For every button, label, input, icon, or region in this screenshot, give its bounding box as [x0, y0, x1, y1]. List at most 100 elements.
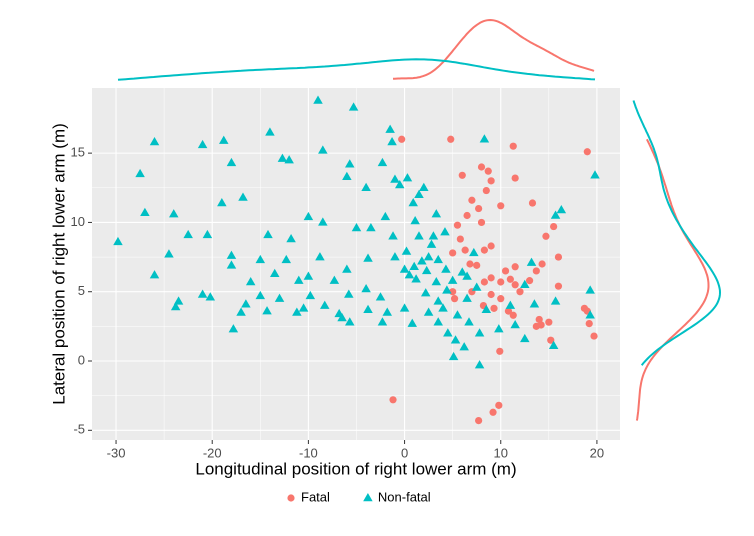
point [382, 307, 393, 316]
point [380, 211, 391, 221]
point [274, 293, 285, 302]
point [438, 303, 448, 312]
point [241, 299, 251, 308]
point [550, 222, 558, 231]
point [164, 249, 174, 258]
point [398, 135, 406, 143]
legend-item: Fatal [287, 489, 330, 504]
y-tick-label: 10 [71, 214, 85, 229]
point [411, 274, 421, 283]
point [480, 246, 488, 254]
point [466, 260, 474, 268]
point [421, 265, 432, 275]
point [550, 210, 561, 219]
point [351, 222, 362, 232]
point [494, 324, 504, 333]
point [305, 290, 316, 300]
point [511, 263, 519, 271]
point [401, 246, 412, 255]
point [468, 196, 476, 204]
point [469, 247, 479, 257]
point [447, 135, 455, 143]
point [318, 145, 328, 154]
point [474, 360, 485, 369]
point [529, 299, 540, 308]
point [458, 171, 466, 179]
point [456, 235, 464, 243]
point [168, 209, 179, 218]
point [409, 261, 419, 271]
point [385, 124, 395, 133]
point [408, 198, 418, 207]
point [388, 231, 398, 240]
point [556, 204, 567, 214]
point [238, 192, 248, 201]
point [475, 204, 483, 213]
point [547, 336, 555, 344]
point [399, 303, 410, 312]
point [461, 246, 469, 254]
point [477, 163, 486, 171]
point [395, 180, 405, 189]
point [497, 202, 505, 210]
point [509, 311, 517, 319]
point [149, 137, 160, 146]
point [342, 171, 352, 180]
point [337, 313, 347, 322]
point [462, 271, 472, 280]
point [471, 282, 482, 291]
point [315, 252, 325, 261]
x-tick-label: -20 [203, 445, 222, 460]
point [292, 307, 302, 316]
y-tick-label: 0 [78, 352, 85, 367]
point [453, 221, 462, 229]
point [281, 254, 292, 264]
density-curve [635, 138, 710, 421]
point [197, 139, 208, 149]
density-curve [393, 18, 595, 80]
point [487, 177, 495, 185]
point [473, 261, 481, 269]
point [277, 153, 288, 162]
point [344, 289, 354, 298]
point [202, 229, 213, 239]
point [363, 253, 373, 262]
point [484, 167, 492, 175]
point [535, 315, 543, 324]
point [236, 307, 246, 316]
point [509, 142, 517, 150]
point [526, 257, 537, 266]
point [511, 174, 519, 182]
y-axis-title: Lateral position of right lower arm (m) [49, 123, 68, 405]
point [269, 268, 280, 277]
point [344, 317, 355, 326]
point [423, 307, 434, 316]
y-tick-label: 5 [78, 283, 85, 298]
point [504, 307, 513, 315]
point [313, 95, 323, 104]
point [532, 267, 540, 275]
point [431, 277, 442, 286]
point [448, 351, 459, 361]
x-tick-label: 20 [590, 445, 604, 460]
point [228, 324, 239, 333]
point [474, 328, 485, 337]
x-tick-label: 0 [401, 445, 408, 460]
point [329, 275, 340, 284]
point [550, 296, 561, 305]
point [342, 264, 352, 273]
point [481, 304, 492, 313]
point [554, 253, 563, 261]
point [520, 333, 530, 343]
point [452, 310, 463, 319]
point [262, 306, 272, 315]
point [197, 289, 208, 298]
point [140, 207, 150, 216]
point [495, 401, 503, 409]
point [433, 296, 443, 305]
point [462, 293, 472, 302]
density-curve [632, 100, 722, 366]
point [414, 231, 424, 240]
point [516, 288, 524, 296]
point [419, 182, 429, 192]
